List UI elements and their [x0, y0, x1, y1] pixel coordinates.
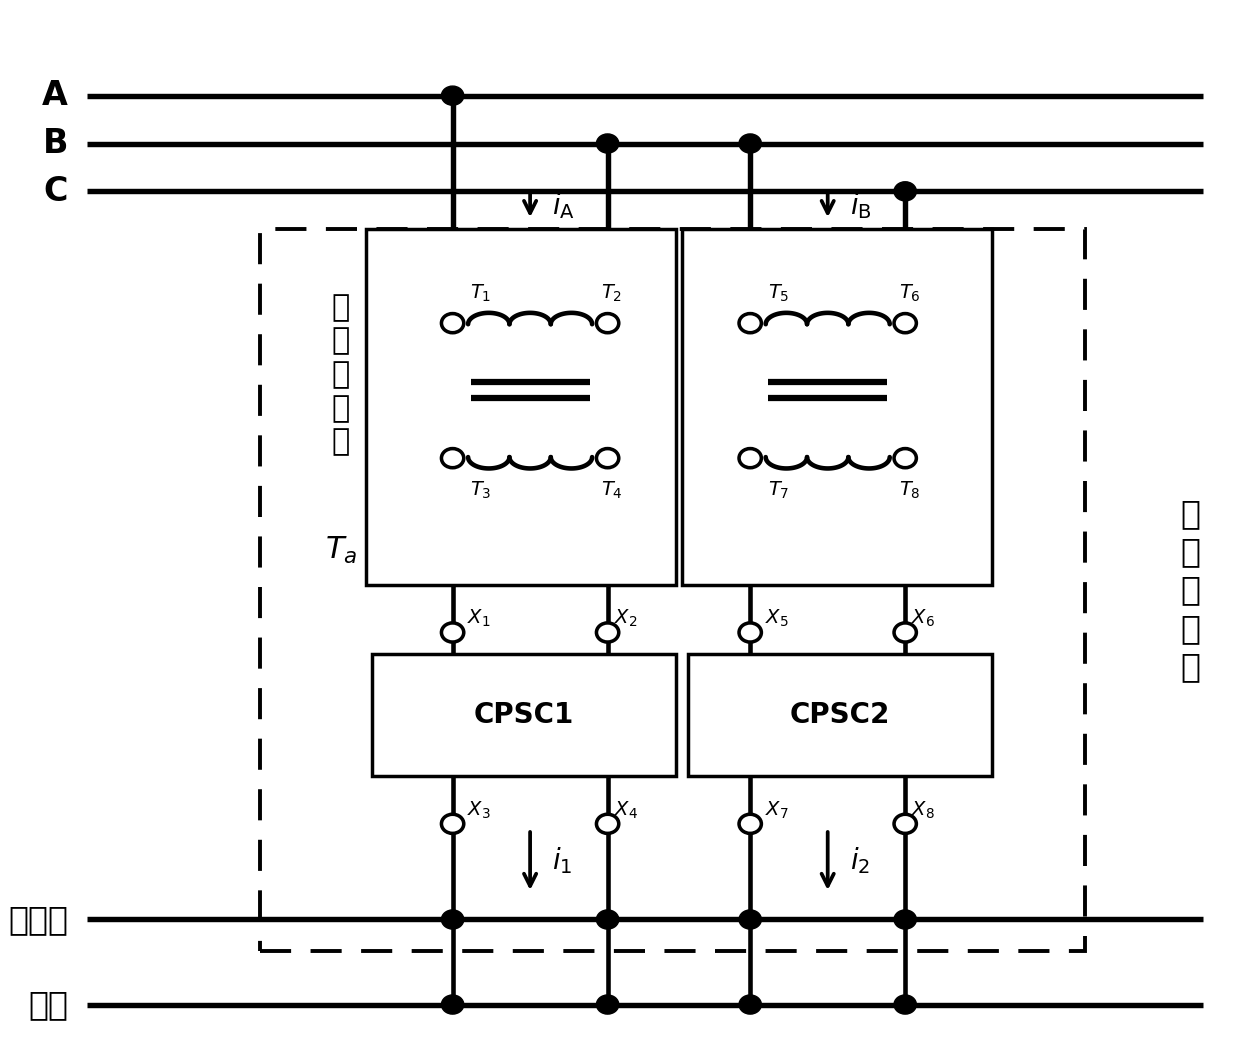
Text: 牵
引
变
电
所: 牵 引 变 电 所	[1180, 497, 1200, 682]
Text: $T_7$: $T_7$	[768, 479, 789, 501]
Text: $T_6$: $T_6$	[899, 283, 921, 304]
Circle shape	[894, 814, 916, 833]
Text: $X_1$: $X_1$	[467, 608, 491, 629]
Text: $T_b$: $T_b$	[641, 535, 673, 566]
Text: C: C	[43, 174, 68, 208]
Text: $X_8$: $X_8$	[911, 799, 935, 821]
Circle shape	[596, 623, 619, 642]
Circle shape	[894, 910, 916, 929]
Bar	[372, 654, 676, 776]
Text: 钢轨: 钢轨	[29, 988, 68, 1022]
Text: A: A	[42, 79, 68, 113]
Circle shape	[441, 814, 464, 833]
Text: CPSC2: CPSC2	[790, 701, 890, 729]
Text: 单
相
变
压
器: 单 相 变 压 器	[649, 293, 666, 456]
Text: $X_3$: $X_3$	[467, 799, 491, 821]
Bar	[260, 229, 1085, 951]
Circle shape	[596, 449, 619, 468]
Circle shape	[441, 623, 464, 642]
Text: $T_8$: $T_8$	[899, 479, 920, 501]
Text: $T_3$: $T_3$	[470, 479, 491, 501]
Circle shape	[739, 314, 761, 333]
Text: $T_1$: $T_1$	[470, 283, 491, 304]
Circle shape	[441, 995, 464, 1014]
Text: $\it{i}_1$: $\it{i}_1$	[552, 846, 573, 876]
Circle shape	[441, 314, 464, 333]
Text: $X_2$: $X_2$	[614, 608, 637, 629]
Text: $X_5$: $X_5$	[765, 608, 789, 629]
Text: $T_2$: $T_2$	[601, 283, 622, 304]
Text: $X_6$: $X_6$	[911, 608, 935, 629]
Circle shape	[441, 86, 464, 105]
Circle shape	[739, 623, 761, 642]
Text: $\it{i}_\mathrm{B}$: $\it{i}_\mathrm{B}$	[851, 190, 872, 221]
Text: $T_5$: $T_5$	[768, 283, 789, 304]
Circle shape	[894, 314, 916, 333]
Circle shape	[739, 814, 761, 833]
Text: $\it{i}_2$: $\it{i}_2$	[851, 846, 870, 876]
Bar	[682, 229, 992, 585]
Circle shape	[596, 995, 619, 1014]
Circle shape	[441, 910, 464, 929]
Text: B: B	[42, 126, 68, 161]
Text: CPSC1: CPSC1	[474, 701, 574, 729]
Text: 接触网: 接触网	[9, 902, 68, 937]
Circle shape	[894, 623, 916, 642]
Text: $\it{i}_\mathrm{A}$: $\it{i}_\mathrm{A}$	[552, 190, 575, 221]
Text: $T_a$: $T_a$	[325, 535, 357, 566]
Circle shape	[596, 814, 619, 833]
Circle shape	[596, 134, 619, 153]
Circle shape	[739, 995, 761, 1014]
Bar	[688, 654, 992, 776]
Circle shape	[596, 314, 619, 333]
Circle shape	[894, 995, 916, 1014]
Circle shape	[739, 449, 761, 468]
Circle shape	[894, 182, 916, 201]
Bar	[366, 229, 676, 585]
Circle shape	[894, 449, 916, 468]
Circle shape	[596, 910, 619, 929]
Circle shape	[739, 134, 761, 153]
Text: $X_4$: $X_4$	[614, 799, 637, 821]
Text: 单
相
变
压
器: 单 相 变 压 器	[332, 293, 350, 456]
Circle shape	[441, 449, 464, 468]
Text: $X_7$: $X_7$	[765, 799, 789, 821]
Text: $T_4$: $T_4$	[601, 479, 624, 501]
Circle shape	[739, 910, 761, 929]
